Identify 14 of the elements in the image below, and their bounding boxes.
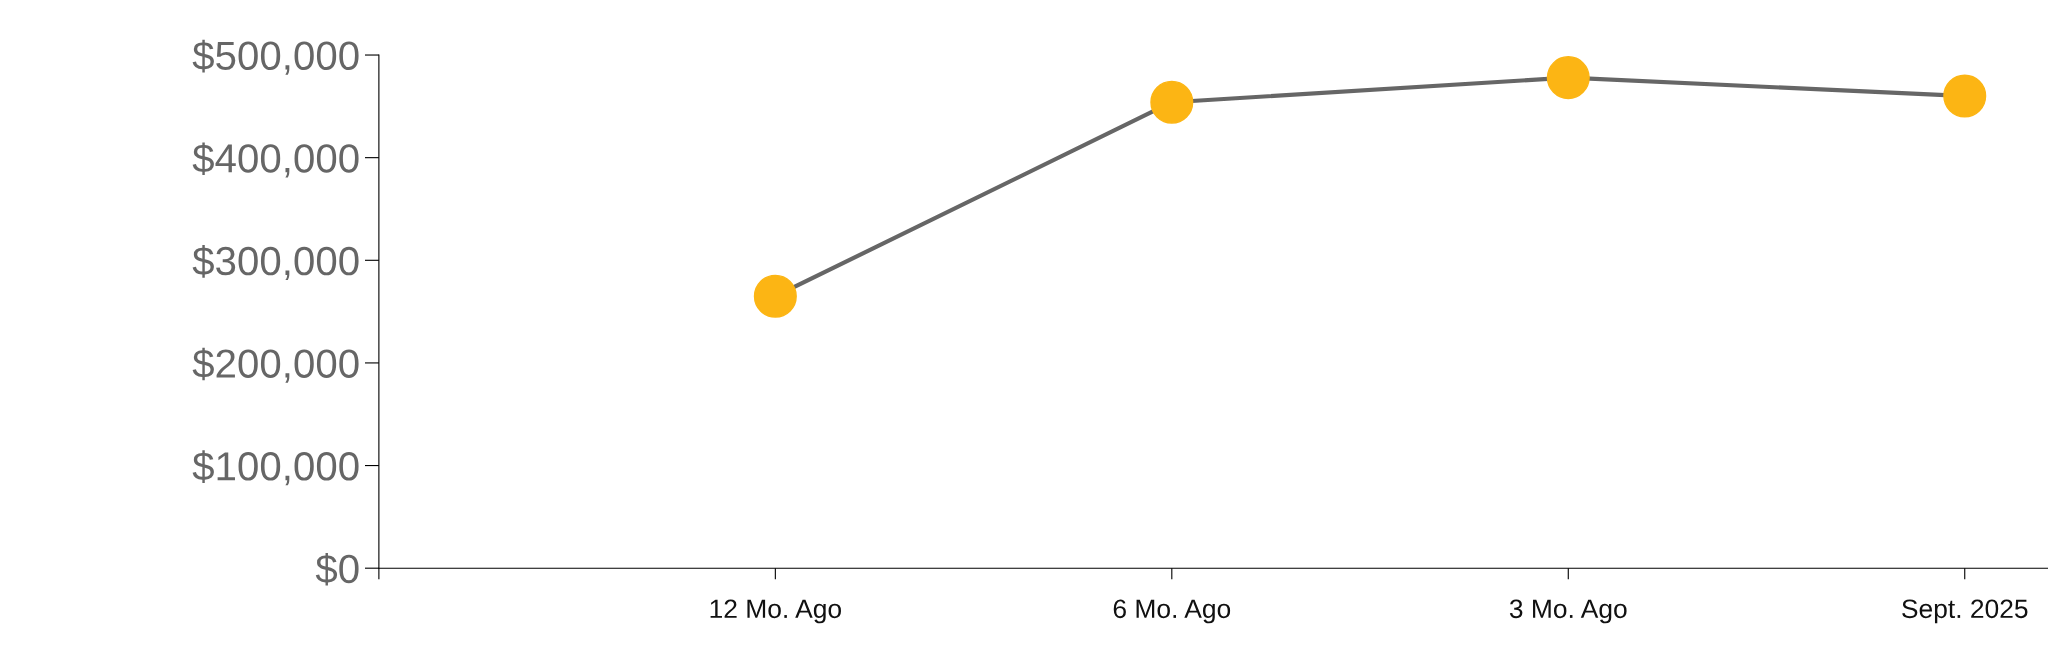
y-tick-label: $500,000 [192, 39, 359, 75]
point [1150, 80, 1194, 124]
point [753, 274, 797, 318]
point [1943, 74, 1987, 118]
y-tick-label: $200,000 [192, 347, 359, 383]
y-tick-label: $400,000 [192, 142, 359, 178]
y-tick-label: $100,000 [192, 450, 359, 486]
y-tick-label: $0 [315, 552, 359, 586]
x-tick-label: Sept. 2025 [1902, 599, 2028, 624]
point [1546, 56, 1590, 100]
y-tick-label: $300,000 [192, 245, 359, 281]
x-tick-label: 3 Mo. Ago [1509, 599, 1627, 624]
x-tick-label: 6 Mo. Ago [1113, 599, 1231, 624]
x-tick-label: 12 Mo. Ago [710, 599, 841, 624]
